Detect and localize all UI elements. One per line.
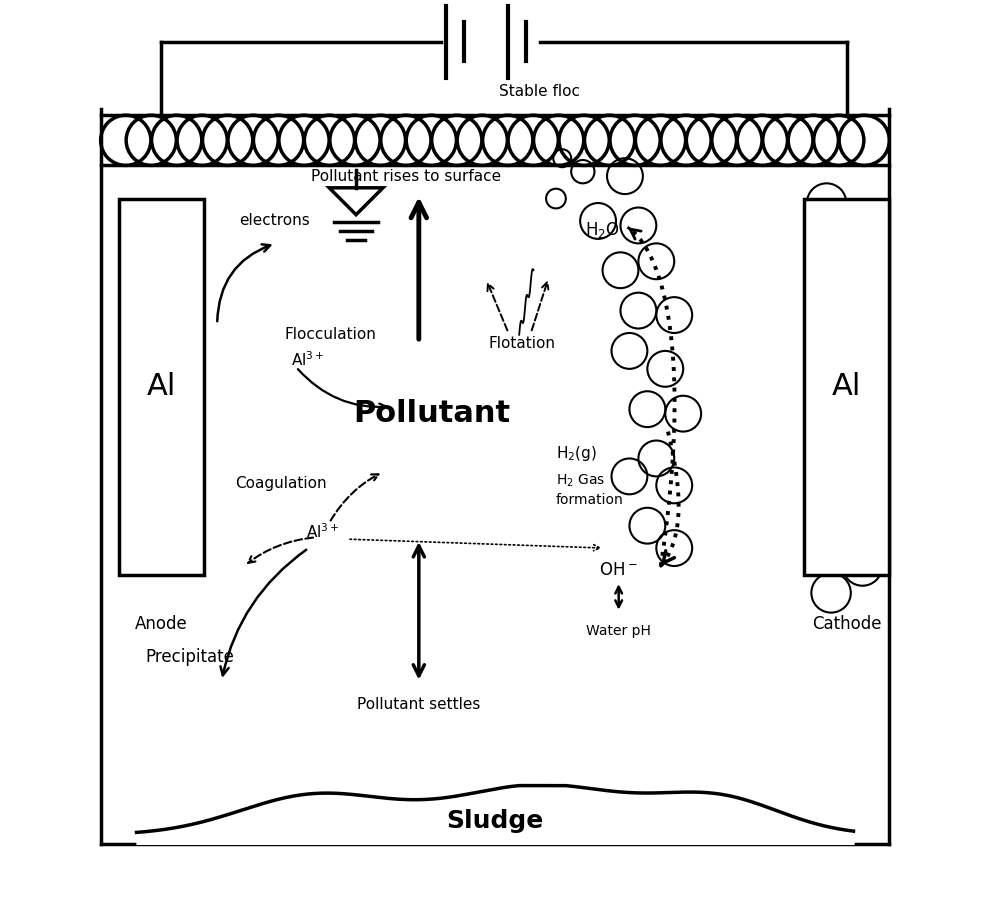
Text: Pollutant: Pollutant: [353, 399, 511, 428]
Text: Flocculation: Flocculation: [284, 327, 376, 343]
Text: Precipitate: Precipitate: [146, 648, 235, 666]
Bar: [804, 199, 889, 575]
Text: Water pH: Water pH: [586, 624, 651, 637]
Text: H$_2$ Gas
formation: H$_2$ Gas formation: [556, 473, 624, 507]
Text: H$_2$O: H$_2$O: [585, 220, 620, 240]
Text: Al$^{3+}$: Al$^{3+}$: [291, 351, 324, 369]
Text: Al: Al: [832, 372, 861, 401]
Text: Anode: Anode: [135, 615, 187, 633]
Bar: [119, 199, 204, 575]
Text: Coagulation: Coagulation: [235, 476, 327, 491]
Text: Pollutant settles: Pollutant settles: [357, 698, 480, 712]
Text: Stable floc: Stable floc: [499, 85, 580, 99]
Text: electrons: electrons: [240, 213, 310, 228]
Text: Pollutant rises to surface: Pollutant rises to surface: [311, 169, 501, 183]
Text: Flotation: Flotation: [488, 336, 555, 352]
Text: Al$^{3+}$: Al$^{3+}$: [306, 522, 340, 541]
Text: Sludge: Sludge: [446, 809, 544, 833]
Text: OH$^-$: OH$^-$: [599, 562, 638, 580]
Text: H$_2$(g): H$_2$(g): [556, 444, 597, 464]
Text: Cathode: Cathode: [812, 615, 881, 633]
Text: Al: Al: [147, 372, 176, 401]
